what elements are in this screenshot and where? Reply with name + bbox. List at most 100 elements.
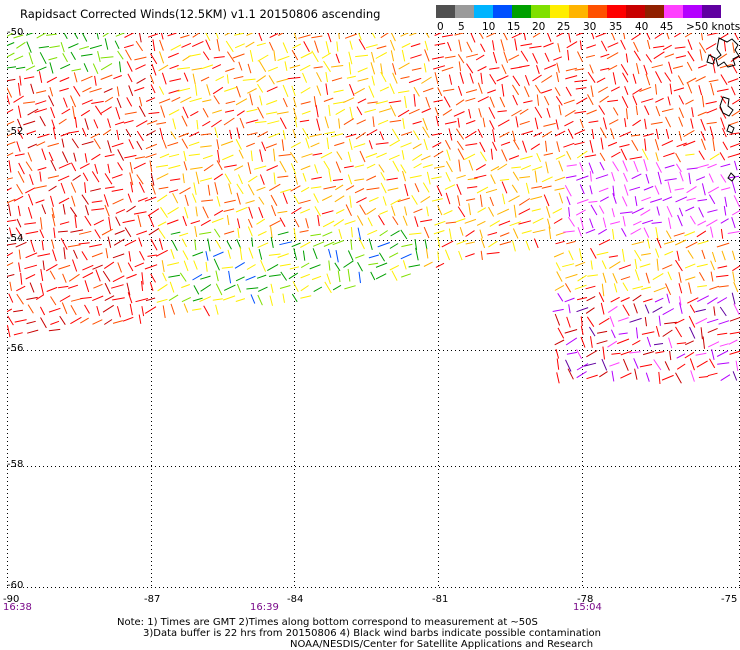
wind-barb — [663, 152, 675, 158]
wind-barb — [7, 42, 15, 47]
wind-barb — [375, 100, 388, 105]
wind-barb — [245, 275, 256, 281]
wind-barb — [213, 258, 220, 271]
wind-barb — [282, 97, 288, 108]
wind-barb — [315, 104, 319, 118]
wind-barb — [159, 39, 164, 51]
wind-barb — [619, 131, 632, 138]
wind-barb — [666, 33, 670, 40]
wind-barb — [38, 46, 49, 49]
wind-barb — [229, 129, 232, 140]
wind-barb — [618, 264, 632, 270]
wind-barb — [698, 150, 705, 161]
wind-barb — [73, 249, 78, 259]
wind-barb — [610, 221, 621, 225]
wind-barb — [239, 247, 243, 260]
wind-barb — [317, 214, 320, 227]
wind-barb — [13, 195, 24, 202]
wind-barb — [719, 306, 727, 317]
wind-barb — [247, 88, 257, 94]
wind-barb — [328, 104, 331, 116]
wind-barb — [215, 240, 222, 249]
wind-barb — [434, 220, 446, 226]
wind-barb — [564, 329, 578, 334]
wind-barb — [350, 227, 353, 238]
wind-barb — [247, 162, 252, 175]
wind-barb — [710, 226, 714, 238]
wind-barb — [70, 162, 77, 172]
wind-barb — [683, 129, 695, 138]
wind-barb — [612, 229, 615, 240]
wind-barb — [328, 260, 331, 271]
wind-barb — [17, 205, 21, 217]
wind-barb — [425, 96, 431, 108]
wind-barb — [89, 243, 102, 248]
wind-barb — [202, 154, 213, 160]
wind-barb — [554, 130, 566, 137]
wind-barb — [47, 175, 60, 179]
wind-barb — [343, 97, 355, 104]
wind-barb — [28, 193, 34, 206]
wind-barb — [354, 188, 365, 194]
wind-barb — [465, 253, 475, 258]
wind-barb — [664, 178, 677, 181]
wind-barb — [678, 107, 685, 118]
wind-barb — [80, 53, 93, 57]
wind-barb — [684, 351, 695, 359]
wind-barb — [664, 361, 670, 371]
wind-barb — [179, 232, 189, 237]
wind-barb — [7, 94, 10, 105]
wind-barb — [17, 82, 21, 96]
wind-barb — [389, 243, 399, 249]
wind-barb — [545, 206, 551, 218]
wind-barb — [720, 218, 729, 224]
wind-barb — [293, 107, 298, 120]
wind-barb — [404, 206, 408, 216]
wind-barb — [398, 90, 410, 94]
wind-barb — [13, 309, 23, 313]
wind-barb — [661, 108, 674, 113]
wind-barb — [675, 372, 682, 384]
wind-barb — [273, 172, 276, 185]
wind-barb — [661, 140, 674, 147]
wind-barb — [136, 77, 146, 84]
wind-barb — [664, 53, 675, 58]
wind-barb — [469, 73, 474, 84]
wind-barb — [728, 339, 738, 345]
wind-barb — [16, 293, 24, 305]
wind-barb — [512, 75, 521, 87]
wind-barb — [556, 62, 560, 73]
wind-barb — [687, 50, 695, 62]
wind-barb — [133, 211, 147, 215]
wind-barb — [554, 87, 561, 97]
wind-barb — [718, 320, 730, 325]
wind-barb — [335, 108, 346, 116]
wind-barb — [601, 283, 605, 297]
wind-barb — [100, 106, 112, 114]
wind-barb — [391, 128, 400, 140]
wind-barb — [520, 164, 531, 171]
wind-barb — [16, 41, 26, 49]
wind-barb — [250, 294, 256, 304]
wind-barb — [607, 305, 618, 314]
wind-barb — [608, 119, 619, 125]
wind-barb — [620, 39, 626, 50]
wind-barb — [149, 74, 155, 84]
wind-barb — [519, 176, 531, 179]
wind-barb — [667, 271, 672, 281]
wind-barb — [698, 207, 704, 218]
wind-barb — [7, 108, 14, 114]
wind-barb — [577, 274, 587, 282]
wind-barb — [392, 63, 397, 75]
wind-barb — [457, 54, 465, 64]
wind-barb — [632, 119, 642, 127]
wind-barb — [147, 33, 159, 38]
wind-barb — [717, 297, 728, 304]
wind-barb — [225, 40, 234, 53]
wind-barb — [68, 284, 79, 289]
wind-barb — [731, 250, 736, 261]
wind-barb — [620, 148, 628, 161]
wind-barb — [138, 314, 142, 324]
wind-barb — [619, 144, 630, 148]
wind-barb — [247, 132, 258, 136]
